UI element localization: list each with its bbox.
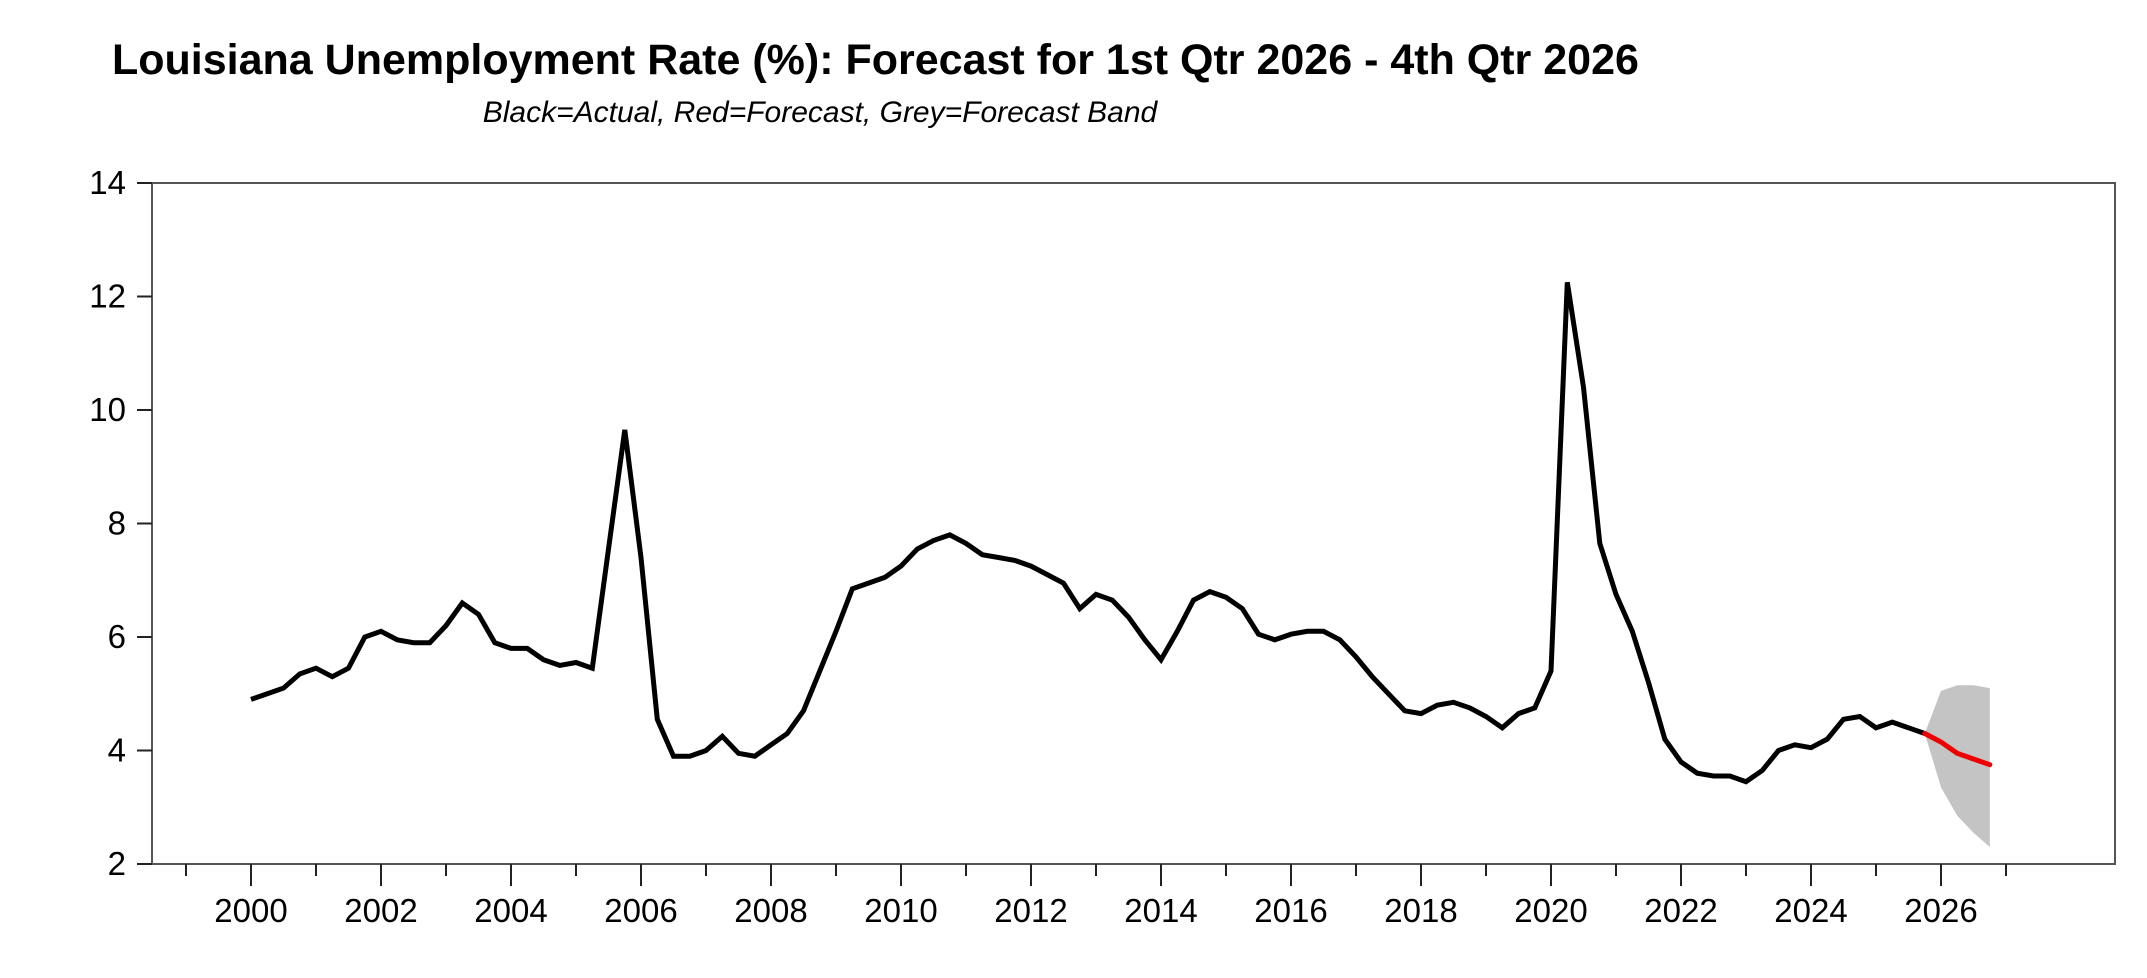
x-tick-label: 2022 [1644,892,1717,929]
x-tick-label: 2014 [1124,892,1197,929]
actual-line [250,281,1926,785]
x-tick-label: 2006 [604,892,677,929]
y-tick-label: 14 [89,164,126,201]
y-tick-label: 12 [89,278,126,315]
y-tick-label: 8 [108,505,126,542]
x-tick-label: 2002 [344,892,417,929]
x-tick-label: 2008 [734,892,807,929]
y-tick-label: 4 [108,732,126,769]
x-tick-label: 2010 [864,892,937,929]
forecast-band-area [1924,685,1990,847]
x-tick-label: 2018 [1384,892,1457,929]
x-tick-label: 2016 [1254,892,1327,929]
x-tick-label: 2004 [474,892,547,929]
x-tick-label: 2000 [214,892,287,929]
x-tick-label: 2020 [1514,892,1587,929]
chart-title: Louisiana Unemployment Rate (%): Forecas… [112,36,1639,84]
y-tick-label: 10 [89,391,126,428]
forecast-line [1922,731,1993,768]
x-tick-label: 2012 [994,892,1067,929]
x-tick-label: 2026 [1904,892,1977,929]
y-tick-label: 2 [108,845,126,882]
x-tick-label: 2024 [1774,892,1847,929]
plot-border [151,182,2116,865]
chart-subtitle-legend: Black=Actual, Red=Forecast, Grey=Forecas… [482,96,1158,129]
y-tick-label: 6 [108,618,126,655]
